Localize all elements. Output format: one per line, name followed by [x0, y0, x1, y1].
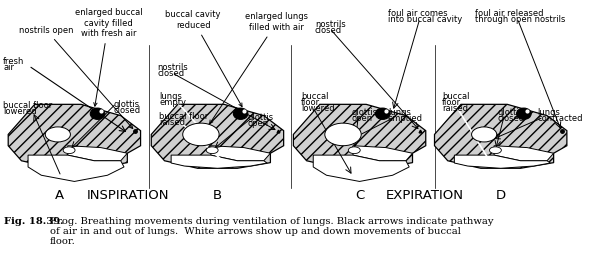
Text: D: D [495, 189, 506, 202]
Ellipse shape [471, 127, 497, 142]
Text: glottis: glottis [498, 108, 524, 117]
Text: raised: raised [442, 104, 468, 113]
Text: nostrils: nostrils [315, 20, 345, 29]
Polygon shape [211, 146, 270, 161]
Text: empty: empty [159, 98, 186, 107]
Polygon shape [494, 146, 554, 161]
Text: lowered: lowered [301, 104, 335, 113]
Text: Frog. Breathing movements during ventilation of lungs. Black arrows indicate pat: Frog. Breathing movements during ventila… [50, 217, 494, 226]
Ellipse shape [234, 108, 248, 119]
Text: buccal floor: buccal floor [159, 112, 208, 121]
Text: raised: raised [159, 118, 185, 127]
Ellipse shape [183, 123, 219, 146]
Polygon shape [313, 155, 409, 181]
Text: glottis: glottis [247, 113, 273, 122]
Text: contracted: contracted [538, 114, 583, 123]
Polygon shape [171, 155, 267, 168]
Ellipse shape [45, 127, 70, 142]
Text: glottis: glottis [352, 108, 378, 117]
Text: open: open [352, 114, 373, 123]
Text: lungs: lungs [388, 108, 411, 117]
Ellipse shape [348, 147, 360, 154]
Polygon shape [434, 104, 567, 168]
Text: lungs: lungs [538, 108, 561, 117]
Text: emptied: emptied [388, 114, 423, 123]
Text: C: C [355, 189, 364, 202]
Text: into buccal cavity: into buccal cavity [388, 15, 462, 24]
Text: closed: closed [315, 25, 342, 35]
Text: of air in and out of lungs.  White arrows show up and down movements of buccal: of air in and out of lungs. White arrows… [50, 227, 461, 236]
Text: glottis: glottis [113, 100, 139, 109]
Text: buccal: buccal [442, 92, 470, 101]
Polygon shape [68, 146, 127, 161]
Text: fresh: fresh [4, 57, 25, 66]
Polygon shape [293, 104, 426, 168]
Text: buccal cavity
reduced: buccal cavity reduced [165, 10, 242, 107]
Text: closed: closed [498, 114, 525, 123]
Text: lowered: lowered [4, 107, 37, 116]
Text: enlarged buccal
cavity filled
with fresh air: enlarged buccal cavity filled with fresh… [74, 8, 142, 106]
Polygon shape [151, 104, 284, 168]
Polygon shape [8, 104, 140, 168]
Ellipse shape [325, 123, 361, 146]
Ellipse shape [206, 147, 218, 154]
Ellipse shape [517, 108, 531, 119]
Text: A: A [55, 189, 64, 202]
Text: foul air comes: foul air comes [388, 9, 448, 18]
Polygon shape [353, 146, 413, 161]
Text: enlarged lungs
filled with air: enlarged lungs filled with air [210, 13, 309, 124]
Ellipse shape [63, 147, 75, 154]
Polygon shape [454, 155, 551, 168]
Text: floor: floor [442, 98, 462, 107]
Text: foul air released: foul air released [476, 9, 544, 18]
Text: buccal floor: buccal floor [4, 101, 53, 110]
Text: INSPIRATION: INSPIRATION [87, 189, 169, 202]
Polygon shape [28, 155, 124, 181]
Text: through open nostrils: through open nostrils [476, 15, 566, 24]
Text: nostrils: nostrils [157, 63, 188, 72]
Text: open: open [247, 119, 269, 128]
Text: B: B [213, 189, 222, 202]
Text: buccal: buccal [301, 92, 329, 101]
Text: floor: floor [301, 98, 320, 107]
Ellipse shape [376, 108, 390, 119]
Ellipse shape [489, 147, 502, 154]
Ellipse shape [90, 108, 105, 119]
Text: Fig. 18.39.: Fig. 18.39. [4, 217, 64, 226]
Text: air: air [4, 63, 15, 72]
Text: nostrils open: nostrils open [19, 25, 132, 129]
Text: closed: closed [113, 106, 140, 115]
Text: floor.: floor. [50, 237, 76, 246]
Text: closed: closed [157, 69, 185, 78]
Text: lungs: lungs [159, 92, 182, 101]
Text: EXPIRATION: EXPIRATION [386, 189, 464, 202]
